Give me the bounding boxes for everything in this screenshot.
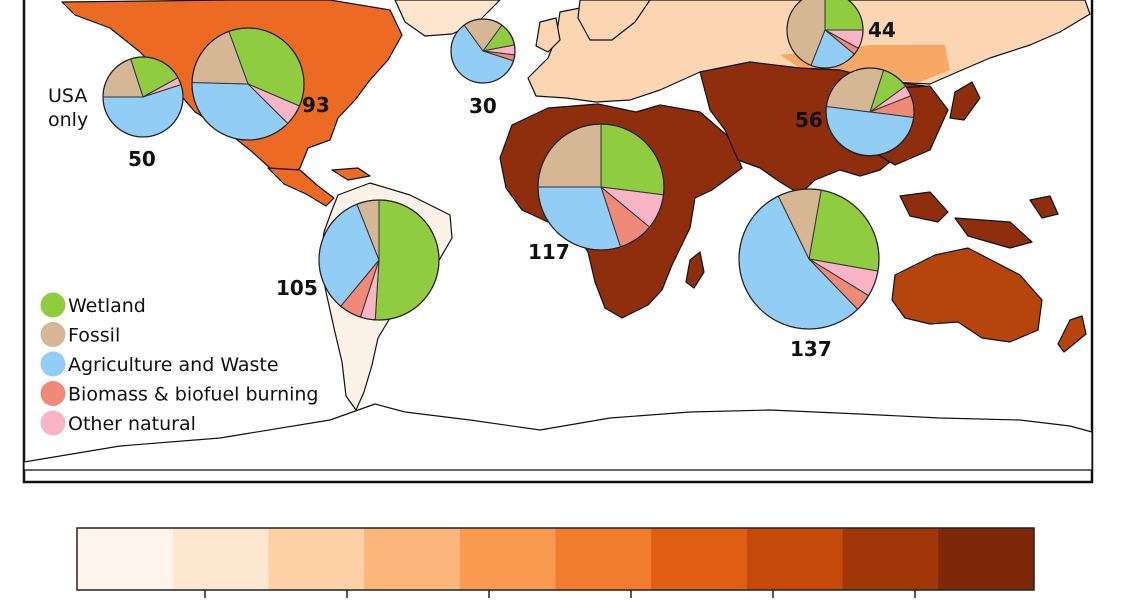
region-new-zealand	[1057, 315, 1087, 353]
colorbar-step	[268, 528, 365, 590]
pie-value-europe: 30	[469, 94, 497, 118]
region-southeast-asia	[899, 191, 1059, 249]
pie-value-east-asia: 56	[795, 108, 823, 132]
pie-africa: 117	[528, 123, 665, 264]
pie-value-north-america: 93	[302, 93, 330, 117]
colorbar-step	[364, 528, 461, 590]
region-madagascar	[685, 251, 705, 289]
legend-label: Biomass & biofuel burning	[68, 384, 319, 406]
region-scandinavia	[577, 0, 651, 41]
legend-item-agriculture: Agriculture and Waste	[40, 351, 279, 377]
usa-note-line: USA	[48, 85, 87, 107]
pie-value-africa: 117	[528, 240, 570, 264]
legend: Wetland Fossil Agriculture and Waste Biomas…	[40, 292, 319, 436]
pie-outline-europe	[450, 18, 516, 84]
region-antarctica	[23, 403, 1093, 471]
legend-swatch	[40, 410, 66, 436]
legend-item-biomass: Biomass & biofuel burning	[40, 381, 319, 406]
legend-label: Other natural	[68, 413, 196, 435]
legend-label: Fossil	[68, 325, 120, 347]
legend-item-wetland: Wetland	[40, 292, 146, 318]
pie-value-south-asia: 137	[790, 337, 832, 361]
pie-south-asia: 137	[738, 188, 880, 361]
pie-outline-africa	[537, 123, 665, 251]
pie-outline-east-asia	[825, 67, 915, 157]
pie-south-america: 105	[276, 199, 440, 321]
legend-item-fossil: Fossil	[40, 322, 120, 347]
colorbar-step	[746, 528, 844, 590]
colorbar-step	[651, 528, 748, 590]
legend-swatch	[40, 292, 66, 318]
colorbar-step	[938, 528, 1035, 590]
legend-swatch	[40, 381, 66, 406]
region-japan	[949, 81, 981, 121]
legend-label: Agriculture and Waste	[68, 354, 279, 376]
colorbar	[76, 527, 1035, 598]
pie-outline-south-america	[318, 199, 440, 321]
pie-east-asia: 56	[795, 67, 915, 157]
pie-outline-south-asia	[738, 188, 880, 330]
pie-outline-usa	[102, 56, 184, 138]
legend-swatch	[40, 351, 66, 377]
colorbar-step	[459, 528, 556, 590]
region-australia	[891, 247, 1043, 343]
region-greenland	[394, 0, 501, 37]
legend-swatch	[40, 322, 66, 347]
legend-label: Wetland	[68, 295, 146, 317]
colorbar-frame	[76, 527, 1035, 591]
pie-outline-north-america	[191, 27, 305, 141]
pie-europe: 30	[450, 18, 516, 118]
legend-item-other: Other natural	[40, 410, 196, 436]
pie-value-russia: 44	[868, 18, 896, 42]
pie-north-america: 93	[191, 27, 330, 141]
region-central-america	[267, 167, 335, 207]
region-uk	[535, 17, 561, 53]
colorbar-step	[77, 528, 174, 590]
colorbar-step	[555, 528, 652, 590]
pie-russia: 44	[786, 0, 896, 69]
usa-note-line: only	[48, 109, 88, 131]
region-caribbean	[331, 167, 371, 181]
pie-value-usa: 50	[128, 147, 156, 171]
pie-value-south-america: 105	[276, 276, 318, 300]
colorbar-step	[842, 528, 939, 590]
colorbar-step	[172, 528, 269, 590]
pie-outline-russia	[786, 0, 864, 69]
